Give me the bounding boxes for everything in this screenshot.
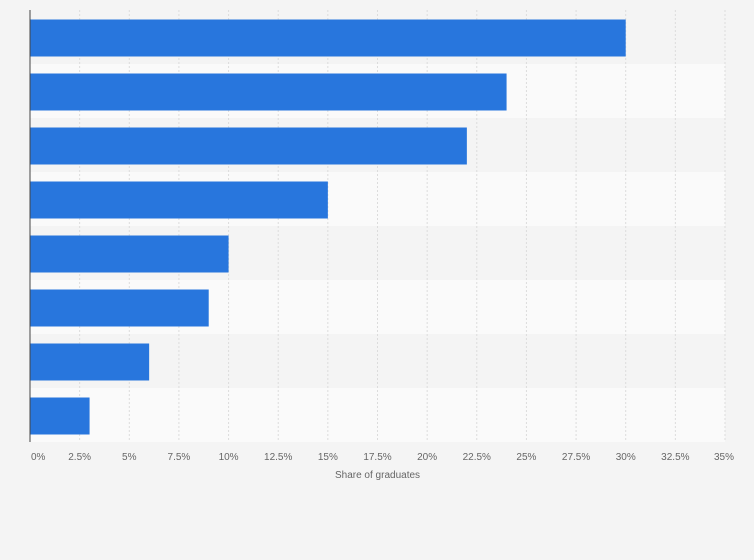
x-tick-label-10: 25% [516,452,536,463]
bar-8[interactable] [30,397,90,435]
x-tick-label-7: 17.5% [363,452,391,463]
x-tick-label-6: 15% [318,452,338,463]
bar-6[interactable] [30,289,209,327]
x-tick-label-3: 7.5% [168,452,191,463]
x-tick-label-8: 20% [417,452,437,463]
x-tick-label-13: 32.5% [661,452,689,463]
x-axis-ticks: 0% 2.5% 5% 7.5% 10% 12.5% 15% 17.5% 20% 22.5% 25% 2… [31,452,734,463]
x-tick-label-14: 35% [714,452,734,463]
bar-2[interactable] [30,73,507,111]
x-tick-label-2: 5% [122,452,137,463]
bar-1[interactable] [30,19,626,57]
x-axis-title: Share of graduates [335,470,420,481]
x-tick-label-11: 27.5% [562,452,590,463]
bar-3[interactable] [30,127,467,165]
x-tick-label-1: 2.5% [68,452,91,463]
bar-7[interactable] [30,343,150,381]
x-tick-label-4: 10% [219,452,239,463]
bar-4[interactable] [30,181,328,219]
x-tick-label-0: 0% [31,452,46,463]
bars [30,19,626,435]
bar-5[interactable] [30,235,229,273]
x-tick-label-12: 30% [616,452,636,463]
x-tick-label-9: 22.5% [463,452,491,463]
x-tick-label-5: 12.5% [264,452,292,463]
